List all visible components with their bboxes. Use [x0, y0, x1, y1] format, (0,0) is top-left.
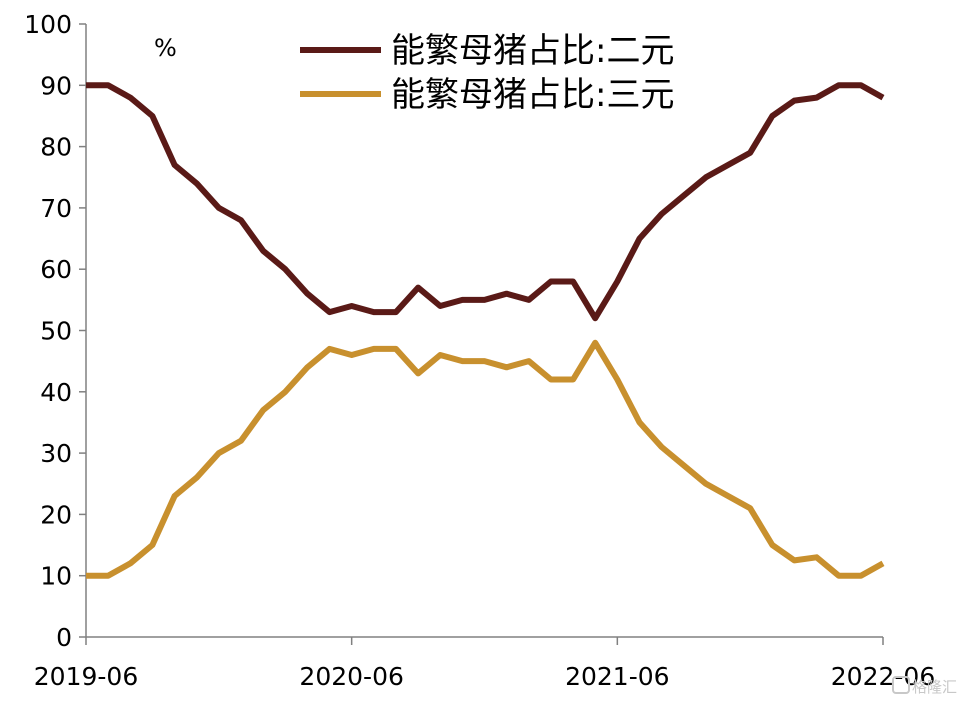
y-tick-label: 60	[40, 255, 72, 284]
x-tick-label: 2021-06	[565, 662, 669, 691]
legend-label-1: 能繁母猪占比:二元	[391, 31, 674, 71]
axes	[85, 24, 883, 638]
y-axis-ticks: 0 10 20 30 40 50 60 70 80 90 100	[24, 10, 86, 652]
x-tick-label: 2020-06	[299, 662, 403, 691]
y-tick-label: 40	[40, 378, 72, 407]
y-tick-label: 20	[40, 500, 72, 529]
y-tick-label: 10	[40, 562, 72, 591]
watermark: 格隆汇	[892, 676, 957, 696]
legend-label-2: 能繁母猪占比:三元	[391, 75, 674, 115]
series-line-1	[86, 82, 885, 322]
y-tick-label: 80	[40, 133, 72, 162]
x-tick-label: 2022-06	[831, 662, 935, 691]
watermark-logo-icon	[892, 676, 910, 694]
x-axis-ticks: 2019-06 2020-06 2021-06 2022-06	[34, 637, 935, 691]
y-tick-label: 0	[56, 623, 72, 652]
series-lines	[86, 82, 885, 579]
y-tick-label: 90	[40, 71, 72, 100]
y-tick-label: 100	[24, 10, 72, 39]
x-tick-label: 2019-06	[34, 662, 138, 691]
y-tick-label: 50	[40, 317, 72, 346]
y-tick-label: 70	[40, 194, 72, 223]
unit-label: %	[154, 34, 177, 62]
y-tick-label: 30	[40, 439, 72, 468]
series-line-2	[86, 339, 885, 579]
watermark-text: 格隆汇	[912, 678, 957, 696]
